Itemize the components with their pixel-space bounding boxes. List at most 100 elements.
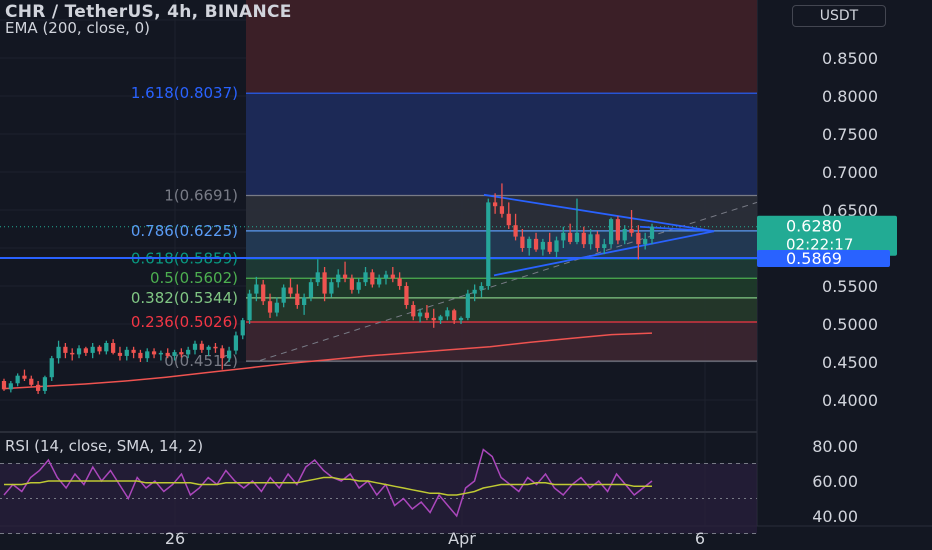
candle-body [42,377,48,391]
fib-level-label: 1(0.6691) [164,186,238,204]
price-axis[interactable]: 0.90000.85000.80000.75000.70000.65000.60… [757,11,897,526]
fib-zone [246,297,757,323]
candle-body [172,352,177,356]
candle-body [615,219,621,241]
candle-body [315,272,320,283]
candle-body [520,236,525,248]
candle-body [63,346,68,353]
fib-level-label: 0.236(0.5026) [131,313,238,331]
candle-body [404,286,409,305]
rsi-series-line [4,476,652,496]
candle-body [8,383,13,390]
candle-body [342,274,348,279]
candle-body [308,282,314,298]
candle-body [322,272,327,294]
rsi-tick-label: 40.00 [812,507,858,526]
candle-body [97,346,102,352]
chart-title: CHR / TetherUS, 4h, BINANCE [5,2,292,22]
candle-body [124,349,129,356]
candle-body [336,274,341,283]
price-tick-label: 0.4000 [822,391,878,410]
candle-body [22,375,27,379]
candle-body [240,320,245,336]
candle-body [329,282,334,294]
price-tick-label: 0.6500 [822,201,878,220]
candle-body [417,312,423,317]
candle-body [145,351,150,359]
candle-body [643,238,648,245]
candle-body [35,384,41,391]
fib-zone [246,230,757,259]
fib-level-label: 0.5(0.5602) [150,269,238,287]
candle-body [370,272,375,285]
candle-body [445,310,450,317]
candle-body [363,272,368,283]
candle-body [302,297,307,305]
candle-body [233,335,239,351]
ema-line [3,332,653,390]
line-price-label: 0.5869 [786,249,842,268]
rsi-legend[interactable]: RSI (14, close, SMA, 14, 2) [5,437,204,455]
time-axis[interactable]: 26 Apr 6 [165,529,705,548]
candle-body [452,310,457,321]
candle-body [192,343,198,350]
ema-legend[interactable]: EMA (200, close, 0) [5,19,151,37]
candle-body [533,238,539,250]
candle-body [158,352,163,355]
candle-body [602,244,607,248]
rsi-series-line [3,448,653,518]
candle-body [465,293,470,318]
candle-body [165,352,170,356]
candle-body [568,232,573,242]
candle-body [131,349,136,353]
candle-body [411,305,416,317]
candle-body [581,232,586,245]
time-tick-label: 6 [695,529,705,548]
candle-body [281,287,286,303]
rsi-pane[interactable] [0,448,757,534]
candle-body [104,343,109,352]
candle-body [29,378,34,385]
candle-body [179,352,184,355]
candle-body [561,232,566,241]
candle-body [424,312,430,318]
fib-level-label: 0.786(0.6225) [131,222,238,240]
last-price-label: 0.6280 [786,217,842,236]
candlesticks[interactable] [1,183,655,394]
price-tick-label: 0.7000 [822,163,878,182]
candle-body [608,219,614,245]
candle-body [206,346,211,350]
triangle-upper-line [483,193,715,233]
candle-body [1,381,7,390]
candle-body [629,229,634,233]
fib-zone [246,93,757,196]
candle-body [472,289,477,294]
candle-body [636,232,641,245]
candle-body [274,302,279,313]
candle-body [622,229,627,241]
price-tick-label: 0.5000 [822,315,878,334]
price-tick-label: 0.8500 [822,49,878,68]
currency-selector[interactable]: USDT [792,5,886,27]
time-tick-label: Apr [448,529,476,548]
candle-body [431,317,436,321]
candle-body [554,240,559,252]
candle-body [186,349,191,355]
fib-level-label: 0.382(0.5344) [131,289,238,307]
candle-countdown: 02:22:17 [786,236,853,254]
price-tick-label: 0.7500 [822,125,878,144]
price-tick-label: 0.4500 [822,353,878,372]
candle-body [117,352,123,356]
candle-body [649,226,655,239]
candle-body [220,348,225,359]
candle-body [15,375,20,384]
fibonacci-retracement[interactable]: 1.618(0.8037)1(0.6691)0.786(0.6225)0.618… [0,0,757,370]
candle-body [349,278,354,290]
fib-zone [246,322,757,362]
candle-body [151,351,157,355]
candle-body [513,225,518,237]
candle-body [493,202,498,207]
candle-body [138,352,143,359]
candle-body [226,350,232,359]
